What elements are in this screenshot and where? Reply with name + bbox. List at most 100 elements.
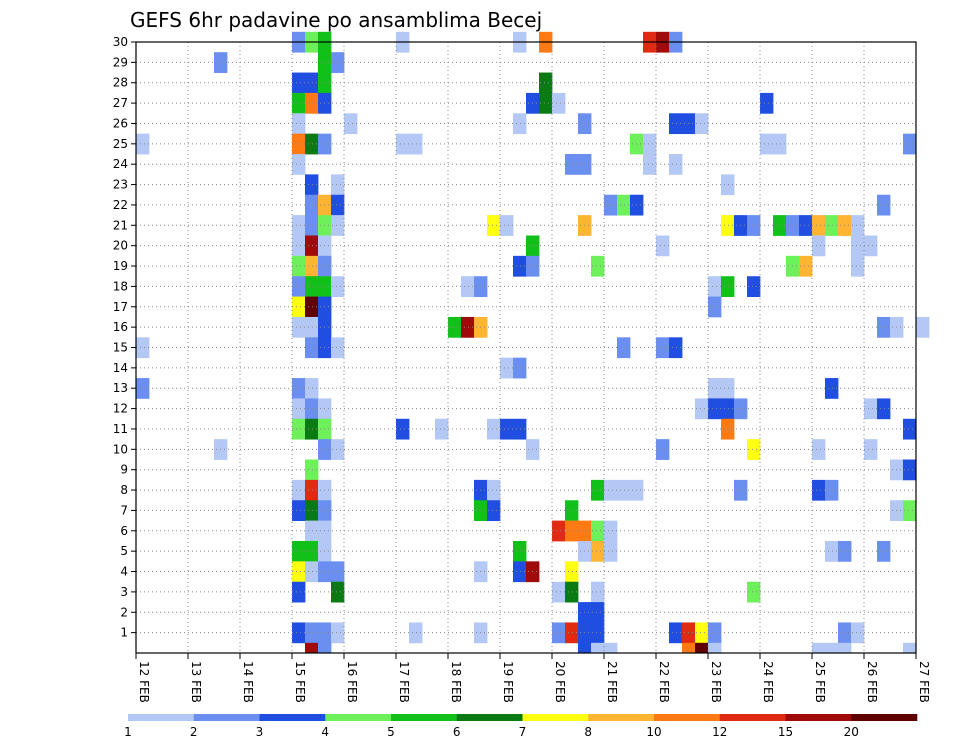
heatmap-cell <box>305 378 319 399</box>
heatmap-cell <box>344 113 358 135</box>
heatmap-cell <box>305 215 319 236</box>
colorbar-label: 10 <box>646 725 661 739</box>
heatmap-cell <box>695 622 709 644</box>
heatmap-cell <box>552 520 566 542</box>
heatmap-cell <box>721 378 735 399</box>
colorbar-segment <box>391 714 458 721</box>
colorbar-segment <box>851 714 918 721</box>
heatmap-cell <box>604 479 618 501</box>
heatmap-cell <box>617 194 631 216</box>
heatmap-cell <box>591 540 605 562</box>
heatmap-cell <box>292 561 306 583</box>
heatmap-cell <box>812 215 826 236</box>
x-tick-label: 20 FEB <box>553 661 567 703</box>
heatmap-cell <box>331 215 345 236</box>
y-tick-label: 1 <box>120 626 128 640</box>
heatmap-cell <box>305 622 319 644</box>
heatmap-cell <box>851 215 865 236</box>
heatmap-cell <box>396 418 410 440</box>
heatmap-cell <box>292 215 306 236</box>
heatmap-cell <box>877 316 891 338</box>
heatmap-cell <box>864 398 878 420</box>
colorbar-segment <box>259 714 326 721</box>
heatmap-cell <box>409 133 423 155</box>
heatmap-cell <box>305 194 319 216</box>
heatmap-cell <box>487 500 501 522</box>
heatmap-cell <box>799 215 813 236</box>
heatmap-cell <box>305 459 319 481</box>
y-tick-label: 13 <box>113 381 128 395</box>
y-tick-label: 11 <box>113 422 128 436</box>
heatmap-cell <box>825 540 839 562</box>
x-tick-label: 13 FEB <box>189 661 203 703</box>
heatmap-cell <box>513 113 527 135</box>
heatmap-cell <box>292 418 306 440</box>
heatmap-cell <box>747 581 761 603</box>
heatmap-cell <box>500 215 514 236</box>
heatmap-cell <box>305 92 319 114</box>
y-tick-label: 24 <box>113 157 128 171</box>
heatmap-cell <box>864 439 878 460</box>
colorbar-segment <box>128 714 195 721</box>
x-tick-label: 26 FEB <box>865 661 879 703</box>
x-tick-label: 24 FEB <box>761 661 775 703</box>
heatmap-cell <box>331 194 345 216</box>
heatmap-cell <box>552 92 566 114</box>
heatmap-cell <box>838 642 852 654</box>
heatmap-cell <box>292 296 306 318</box>
colorbar-label: 20 <box>844 725 859 739</box>
colorbar-label: 5 <box>387 725 395 739</box>
heatmap-cell <box>292 235 306 257</box>
colorbar-segment <box>654 714 721 721</box>
heatmap-cell <box>864 235 878 257</box>
colorbar-segment <box>193 714 260 721</box>
x-tick-label: 17 FEB <box>397 661 411 703</box>
heatmap-cell <box>656 439 670 460</box>
x-tick-label: 18 FEB <box>449 661 463 703</box>
y-tick-label: 28 <box>113 76 128 90</box>
y-axis-ticks: 1234567891011121314151617181920212223242… <box>113 35 136 640</box>
heatmap-cell <box>292 154 306 175</box>
heatmap-cell <box>721 215 735 236</box>
heatmap-cell <box>136 133 150 155</box>
y-tick-label: 7 <box>120 503 128 517</box>
x-tick-label: 25 FEB <box>813 661 827 703</box>
heatmap-cell <box>292 92 306 114</box>
heatmap-cell <box>747 276 761 297</box>
heatmap-cell <box>877 540 891 562</box>
heatmap-cell <box>513 540 527 562</box>
heatmap-cell <box>604 520 618 542</box>
heatmap-cell <box>903 418 917 440</box>
heatmap-cell <box>604 540 618 562</box>
heatmap-cell <box>292 133 306 155</box>
heatmap-cell <box>461 276 475 297</box>
heatmap-cell <box>851 235 865 257</box>
heatmap-cell <box>708 276 722 297</box>
heatmap-cell <box>825 479 839 501</box>
colorbar-label: 4 <box>321 725 329 739</box>
heatmap-cell <box>305 337 319 359</box>
y-tick-label: 16 <box>113 320 128 334</box>
colorbar-label: 1 <box>124 725 132 739</box>
heatmap-cell <box>903 133 917 155</box>
heatmap-cell <box>552 581 566 603</box>
heatmap-cell <box>591 581 605 603</box>
heatmap-cell <box>305 398 319 420</box>
heatmap-cell <box>305 133 319 155</box>
heatmap-cell <box>513 255 527 277</box>
heatmap-cell <box>331 276 345 297</box>
heatmap-cell <box>435 418 449 440</box>
y-tick-label: 8 <box>120 483 128 497</box>
heatmap-cell <box>331 174 345 196</box>
heatmap-cell <box>292 255 306 277</box>
heatmap-cell <box>916 316 930 338</box>
heatmap-cell <box>305 540 319 562</box>
heatmap-cell <box>292 398 306 420</box>
heatmap-cell <box>305 72 319 94</box>
heatmap-cell <box>747 215 761 236</box>
y-tick-label: 29 <box>113 55 128 69</box>
heatmap-cell <box>292 479 306 501</box>
colorbar: 1 2 3 4 5 6 7 8 10 12 15 20 <box>124 714 918 739</box>
heatmap-cell <box>812 642 826 654</box>
